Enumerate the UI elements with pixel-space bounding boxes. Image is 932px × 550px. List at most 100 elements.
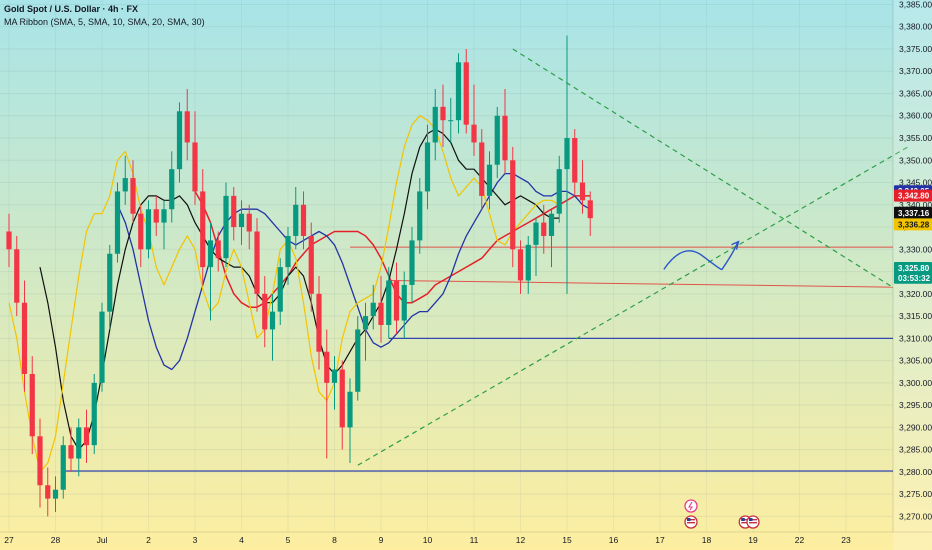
time-tick-label: 11 xyxy=(470,535,479,545)
time-tick-label: 15 xyxy=(562,535,572,545)
candle-body xyxy=(138,213,144,250)
candle-body xyxy=(579,182,586,201)
time-tick-label: 22 xyxy=(795,535,805,545)
time-tick-label: Jul xyxy=(97,535,108,545)
flag-canton-icon xyxy=(687,518,691,521)
price-tick-label: 3,345.00 xyxy=(899,178,932,188)
time-tick-label: 8 xyxy=(332,535,337,545)
price-tick-label: 3,380.00 xyxy=(899,22,932,32)
time-tick-label: 17 xyxy=(655,535,665,545)
price-label-box xyxy=(894,262,932,275)
time-tick-label: 18 xyxy=(702,535,712,545)
candle-body xyxy=(564,138,570,170)
chart-title: Gold Spot / U.S. Dollar · 4h · FX xyxy=(4,4,139,14)
candle-body xyxy=(471,124,477,143)
candle-body xyxy=(355,329,361,392)
price-tick-label: 3,360.00 xyxy=(899,111,932,121)
candle-body xyxy=(494,115,500,165)
time-axis[interactable]: 27 28 Jul 2 3 4 5 8 9 10 11 12 15 16 17 18 19 22 23 xyxy=(0,531,932,545)
projection-path xyxy=(663,242,739,271)
price-tick-label: 3,315.00 xyxy=(899,311,932,321)
price-labels: 3,343.053,342.803,337.163,336.283,325.80… xyxy=(894,185,932,284)
candle-body xyxy=(285,235,291,268)
candle-body xyxy=(153,209,159,223)
price-tick-label: 3,375.00 xyxy=(899,44,932,54)
candle-body xyxy=(424,142,431,192)
candles xyxy=(6,35,593,517)
price-label-text: 3,325.80 xyxy=(898,264,930,273)
candle-body xyxy=(548,213,555,236)
candle-body xyxy=(6,231,12,250)
candle-body xyxy=(525,244,531,281)
flag-stripe-icon xyxy=(741,522,750,524)
candle-body xyxy=(378,302,384,325)
price-tick-label: 3,290.00 xyxy=(899,422,932,432)
candle-body xyxy=(308,235,314,294)
resistance-line xyxy=(388,279,894,288)
price-tick-label: 3,300.00 xyxy=(899,378,932,388)
price-label-text: 3,342.80 xyxy=(898,192,930,201)
ma30-line xyxy=(194,191,591,308)
time-tick-label: 2 xyxy=(146,535,151,545)
price-tick-label: 3,370.00 xyxy=(899,66,932,76)
candle-body xyxy=(448,120,454,122)
candle-body xyxy=(76,427,82,459)
time-tick-label: 23 xyxy=(841,535,851,545)
trend-line xyxy=(357,146,909,466)
candle-body xyxy=(463,62,469,125)
price-label-text: 03:53:32 xyxy=(898,274,931,283)
price-tick-label: 3,280.00 xyxy=(899,467,932,477)
candle-body xyxy=(246,213,252,232)
candle-body xyxy=(130,178,136,214)
flash-event-icon[interactable] xyxy=(684,499,698,513)
price-tick-label: 3,350.00 xyxy=(899,155,932,165)
candle-body xyxy=(339,369,345,428)
candle-body xyxy=(479,142,485,196)
candle-body xyxy=(207,240,214,268)
flag-stripe-icon xyxy=(741,519,750,521)
ma10-line xyxy=(39,128,560,451)
candle-body xyxy=(347,391,353,428)
candle-body xyxy=(370,302,376,317)
price-tick-label: 3,285.00 xyxy=(899,445,932,455)
price-label-box xyxy=(894,189,932,202)
candle-body xyxy=(192,142,198,192)
event-markers[interactable] xyxy=(684,499,760,529)
flag-stripe-icon xyxy=(687,519,695,521)
price-label-box xyxy=(894,271,932,284)
trend-line xyxy=(512,48,893,288)
candle-body xyxy=(486,164,493,196)
candle-body xyxy=(533,222,539,245)
price-tick-label: 3,270.00 xyxy=(899,511,932,521)
time-tick-label: 3 xyxy=(193,535,198,545)
candle-body xyxy=(114,191,121,254)
candle-body xyxy=(455,62,462,121)
price-label-text: 3,337.16 xyxy=(898,209,930,218)
candle-body xyxy=(324,351,330,383)
candle-body xyxy=(145,209,152,250)
projection-arrow xyxy=(663,240,740,271)
price-label-text: 3,336.28 xyxy=(898,220,930,229)
candle-body xyxy=(440,106,446,121)
candle-body xyxy=(83,427,90,446)
flag-stripe-icon xyxy=(687,522,695,524)
lightning-icon xyxy=(688,501,694,511)
flag-stripe-icon xyxy=(749,522,757,524)
candle-body xyxy=(14,249,20,303)
candle-body xyxy=(393,280,400,321)
candle-body xyxy=(262,293,268,330)
candle-body xyxy=(517,249,524,281)
price-tick-label: 3,330.00 xyxy=(899,244,932,254)
candle-body xyxy=(587,200,593,219)
candle-body xyxy=(502,115,508,161)
candle-body xyxy=(432,106,438,143)
flag-canton-icon xyxy=(749,518,753,521)
ma-ribbon xyxy=(8,115,591,473)
candle-body xyxy=(91,382,97,446)
candle-body xyxy=(409,240,415,285)
price-tick-label: 3,385.00 xyxy=(899,0,932,9)
candle-body xyxy=(169,169,175,210)
candle-body xyxy=(52,489,59,499)
